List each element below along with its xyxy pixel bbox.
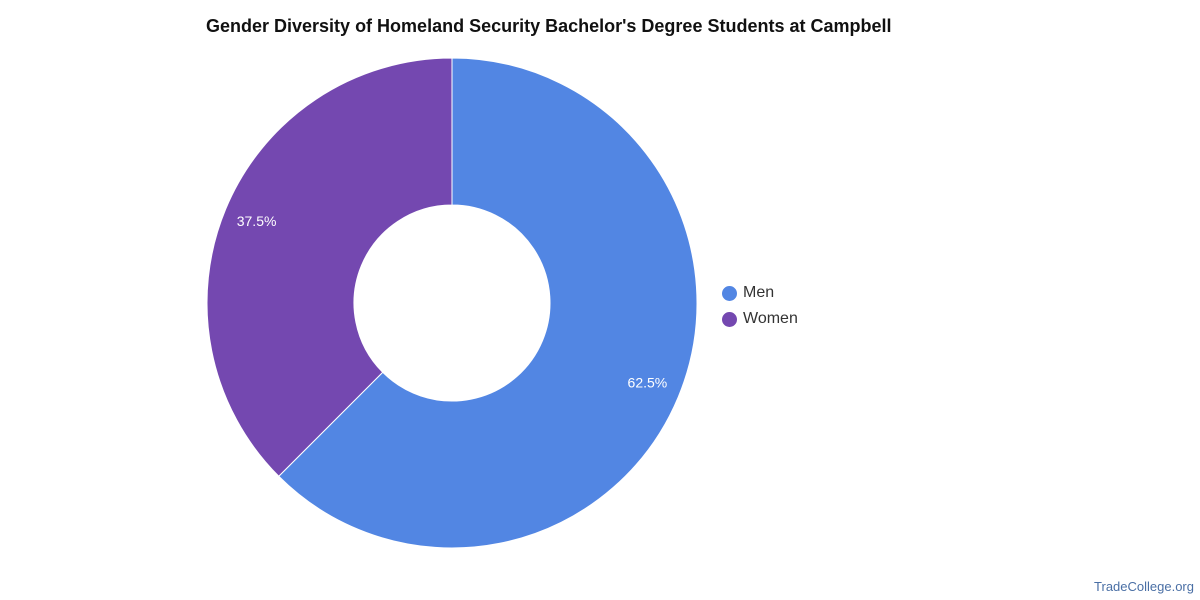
chart-legend: Men Women [722, 280, 798, 332]
chart-title: Gender Diversity of Homeland Security Ba… [206, 16, 892, 36]
slice-label-men: 62.5% [628, 375, 668, 391]
slice-label-women: 37.5% [237, 213, 277, 229]
legend-label-men: Men [743, 284, 775, 301]
legend-item-women[interactable]: Women [722, 306, 798, 332]
legend-swatch-men [722, 285, 737, 301]
donut-slice-men[interactable] [278, 57, 698, 549]
legend-item-men[interactable]: Men [722, 280, 798, 306]
watermark-link[interactable]: TradeCollege.org [1094, 579, 1194, 594]
donut-slice-women[interactable] [206, 57, 453, 477]
legend-swatch-women [722, 311, 737, 327]
legend-label-women: Women [743, 310, 798, 327]
